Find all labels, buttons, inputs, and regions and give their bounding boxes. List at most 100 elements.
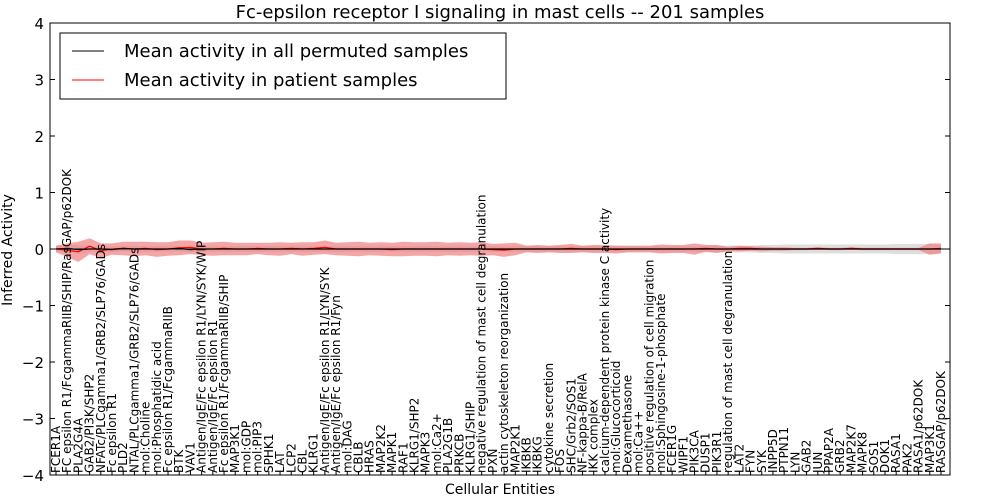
x-tick-label: GAB2 — [800, 440, 814, 473]
x-tick-label: Fc epsilon R1/FcgammaRIIB — [161, 306, 175, 473]
x-tick-label: mol:Glucocorticoid — [609, 361, 623, 473]
legend-label-patient: Mean activity in patient samples — [124, 70, 418, 91]
x-tick-label: JUN — [811, 452, 825, 474]
x-tick-label: FCER1G — [665, 425, 679, 473]
x-tick-label: mol:Phosphatidic acid — [150, 341, 164, 473]
x-tick-label: NFATc/PLCgamma1/GRB2/SLP76/GADs — [94, 244, 108, 473]
x-tick-label: IKBKB — [520, 437, 534, 473]
legend: Mean activity in all permuted samples Me… — [59, 32, 507, 100]
x-tick-label: LCP2 — [284, 443, 298, 473]
x-tick-label: PLA2G1B — [441, 418, 455, 473]
x-tick-label: Antigen/IgE/Fc epsilon R1 — [206, 320, 220, 473]
x-tick-label: PLD2 — [116, 442, 130, 473]
x-tick-label: mol:PIP3 — [251, 421, 265, 473]
x-tick-label: HRAS — [363, 440, 377, 473]
x-tick-label: PLA2G4A — [71, 417, 85, 473]
x-tick-label: MAPK8 — [856, 432, 870, 473]
chart-title: Fc-epsilon receptor I signaling in mast … — [236, 2, 765, 23]
x-tick-label: PIK3CA — [688, 429, 702, 473]
x-tick-label: Antigen/IgE/Fc epsilon R1/Fyn — [329, 295, 343, 473]
x-tick-label: DOK1 — [878, 439, 892, 473]
x-tick-label: PTPN11 — [777, 427, 791, 473]
x-tick-label: mol:Ca2+ — [430, 413, 444, 473]
x-tick-label: FOS — [553, 449, 567, 473]
x-tick-label: FYN — [744, 450, 758, 473]
x-tick-label: PRKCB — [452, 434, 466, 473]
x-tick-label: PIK3R1 — [710, 431, 724, 473]
x-tick-label: RASGAP/p62DOK — [934, 370, 948, 473]
x-tick-label: MAP2K7 — [844, 424, 858, 473]
x-tick-label: IKBKG — [531, 436, 545, 473]
x-tick-label: Antigen/IgE/Fc epsilon R1/LYN/SYK/WIP — [195, 241, 209, 473]
x-tick-label: GRB2 — [833, 439, 847, 473]
plot-frame — [49, 22, 951, 476]
x-tick-label: MAP2K1 — [508, 424, 522, 473]
x-tick-label: MAPK3 — [419, 432, 433, 473]
series-line-permuted — [55, 247, 941, 251]
y-axis-ticks: −4 −3 −2 −1 0 1 2 3 4 — [22, 15, 950, 485]
x-tick-label: actin cytoskeleton reorganization — [497, 273, 511, 473]
x-tick-label: GAB2/PI3K/SHP2 — [83, 374, 97, 473]
x-tick-label: CBLB — [352, 441, 366, 473]
x-tick-label: MAP3K1 — [923, 424, 937, 473]
x-tick-label: mol:DAG — [340, 420, 354, 473]
x-tick-label: LAT2 — [732, 444, 746, 473]
x-tick-label: SOS1 — [867, 441, 881, 473]
x-tick-label: Antigen/IgE/Fc epsilon R1/LYN/SYK — [318, 266, 332, 473]
x-tick-label: PAK2 — [900, 443, 914, 473]
x-tick-label: CBL — [296, 449, 310, 473]
y-tick-label: −4 — [22, 467, 44, 485]
x-tick-label: FCER1A — [49, 425, 63, 473]
x-tick-label: PXN — [486, 449, 500, 473]
x-tick-label: SHC/Grb2/SOS1 — [564, 378, 578, 473]
x-axis-label: Cellular Entities — [445, 482, 555, 498]
x-tick-label: KLRG1/SHIP — [464, 402, 478, 473]
x-tick-label: KLRG1 — [307, 433, 321, 473]
y-tick-label: −1 — [22, 298, 44, 316]
x-tick-label: SYK — [755, 449, 769, 473]
x-tick-label: mol:Choline — [139, 402, 153, 473]
legend-label-permuted: Mean activity in all permuted samples — [124, 41, 468, 62]
x-tick-label: RASA1 — [889, 433, 903, 473]
y-tick-label: −2 — [22, 354, 44, 372]
x-tick-label: KLRG1/SHP2 — [408, 398, 422, 473]
x-tick-label: SPHK1 — [262, 434, 276, 473]
x-tick-label: regulation of mast cell degranulation — [721, 251, 735, 473]
x-tick-label: Dexamethasone — [620, 375, 634, 473]
y-tick-label: 0 — [34, 241, 44, 259]
x-tick-label: INPP5D — [766, 429, 780, 473]
x-tick-label: RAF1 — [396, 442, 410, 473]
x-tick-label: MAP3K1 — [228, 424, 242, 473]
y-tick-label: 4 — [34, 15, 44, 33]
x-tick-label: mol:GDP — [239, 421, 253, 473]
x-tick-label: calcium-dependent protein kinase C activ… — [598, 208, 612, 473]
x-tick-label: PPAP2A — [822, 427, 836, 473]
x-tick-label: RASA1/p62DOK — [912, 379, 926, 473]
x-tick-label: positive regulation of cell migration — [643, 260, 657, 473]
x-tick-label: Fc epsilon R1 — [105, 393, 119, 473]
y-tick-label: 2 — [34, 128, 44, 146]
y-tick-label: 1 — [34, 185, 44, 203]
x-tick-label: mol:Ca++ — [632, 411, 646, 473]
x-tick-label: IKK complex — [587, 399, 601, 473]
x-tick-label: DUSP1 — [699, 432, 713, 473]
x-tick-label: FC epsilon R1/FcgammaRIIB/SHIP/RasGAP/p6… — [60, 168, 74, 473]
x-tick-label: negative regulation of mast cell degranu… — [475, 194, 489, 473]
y-axis-label: Inferred Activity — [0, 194, 16, 306]
x-tick-label: NF-kappa-B/RelA — [576, 372, 590, 473]
series-lines — [55, 245, 942, 253]
x-tick-label: mol:Sphingosine-1-phosphate — [654, 294, 668, 474]
x-tick-label: MAPK1 — [385, 432, 399, 473]
x-tick-label: MAP2K2 — [374, 424, 388, 473]
x-tick-label: NTAL/PLCgamma1/GRB2/SLP76/GADs — [127, 248, 141, 473]
y-tick-label: 3 — [34, 72, 44, 90]
x-tick-label: LYN — [788, 452, 802, 473]
x-tick-label: VAV1 — [183, 442, 197, 473]
x-tick-label: BTK — [172, 448, 186, 473]
x-tick-label: WIPF1 — [676, 436, 690, 473]
x-tick-label: LAT — [273, 451, 287, 473]
x-tick-label: Fc epsilon R1/FcgammaRIIB/SHIP — [217, 275, 231, 473]
legend-box — [59, 32, 507, 100]
